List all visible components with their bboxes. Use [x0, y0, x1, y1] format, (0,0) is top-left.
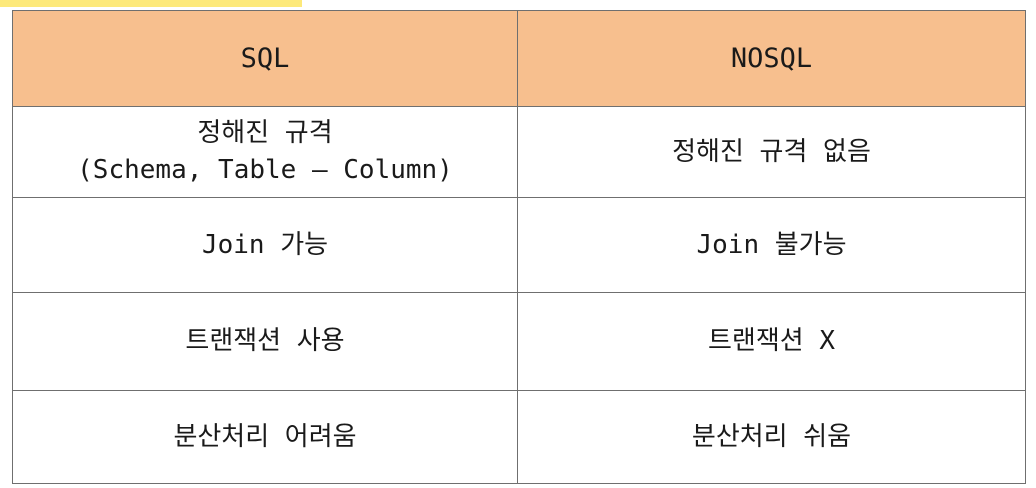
cell-sql-distributed: 분산처리 어려움: [12, 390, 518, 484]
header-sql: SQL: [12, 10, 518, 107]
table-row: 분산처리 어려움 분산처리 쉬움: [12, 390, 1026, 484]
highlight-strip: [0, 0, 302, 7]
cell-nosql-schema: 정해진 규격 없음: [517, 106, 1026, 198]
cell-nosql-join: Join 불가능: [517, 197, 1026, 293]
cell-sql-transaction: 트랜잭션 사용: [12, 292, 518, 391]
table-row: 트랜잭션 사용 트랜잭션 X: [12, 292, 1026, 391]
cell-nosql-distributed: 분산처리 쉬움: [517, 390, 1026, 484]
cell-sql-schema-line-1: 정해진 규격: [197, 118, 333, 148]
header-nosql: NOSQL: [517, 10, 1026, 107]
header-row: SQL NOSQL: [12, 10, 1026, 107]
cell-sql-schema-line-2: (Schema, Table – Column): [77, 155, 453, 185]
table-row: Join 가능 Join 불가능: [12, 197, 1026, 293]
cell-sql-join: Join 가능: [12, 197, 518, 293]
cell-sql-schema: 정해진 규격 (Schema, Table – Column): [12, 106, 518, 198]
table-row: 정해진 규격 (Schema, Table – Column) 정해진 규격 없…: [12, 106, 1026, 198]
cell-nosql-transaction: 트랜잭션 X: [517, 292, 1026, 391]
sql-nosql-comparison-table: SQL NOSQL 정해진 규격 (Schema, Table – Column…: [12, 10, 1026, 484]
